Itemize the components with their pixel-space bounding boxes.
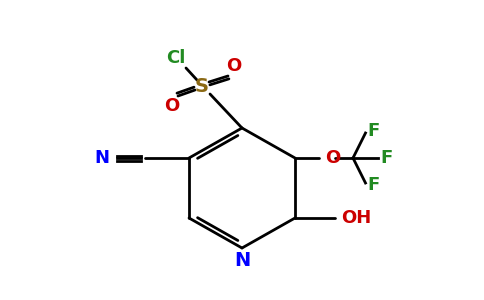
Text: S: S bbox=[195, 76, 209, 95]
Text: Cl: Cl bbox=[166, 49, 186, 67]
Text: F: F bbox=[380, 149, 392, 167]
Text: F: F bbox=[367, 176, 380, 194]
Text: O: O bbox=[227, 57, 242, 75]
Text: F: F bbox=[367, 122, 380, 140]
Text: N: N bbox=[234, 250, 250, 269]
Text: O: O bbox=[325, 149, 340, 167]
Text: O: O bbox=[165, 97, 180, 115]
Text: N: N bbox=[94, 149, 109, 167]
Text: OH: OH bbox=[341, 209, 371, 227]
